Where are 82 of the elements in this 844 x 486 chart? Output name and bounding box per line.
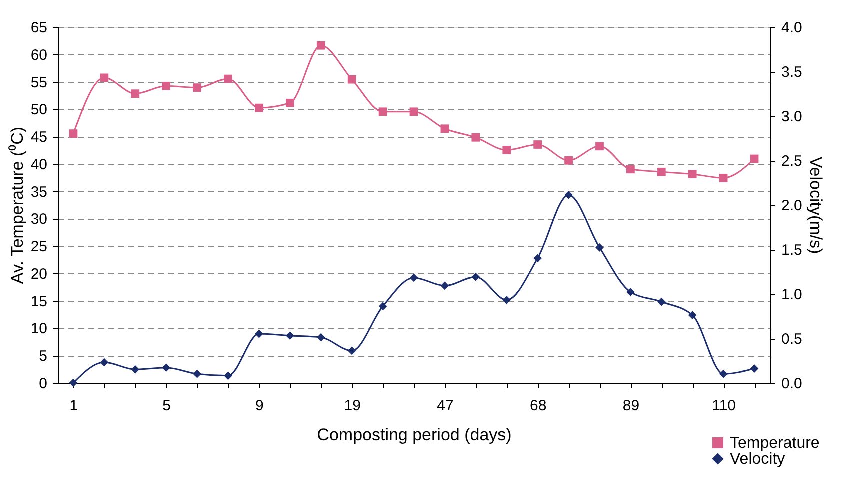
y-tick-label: 15	[30, 293, 48, 310]
y2-tick-label: 0.5	[782, 331, 802, 348]
legend-label: Temperature	[730, 435, 820, 452]
x-axis-title: Composting period (days)	[317, 426, 512, 444]
point	[69, 378, 78, 388]
point	[596, 244, 604, 252]
point	[502, 296, 512, 304]
y2-tick-label: 1.5	[782, 242, 802, 259]
legend-label: Velocity	[730, 451, 786, 468]
x-tick-label: 110	[712, 398, 736, 414]
point	[719, 174, 728, 182]
point	[348, 75, 356, 84]
point	[440, 282, 450, 290]
x-tick-label: 68	[530, 398, 547, 414]
x-tick-label: 1	[70, 398, 78, 414]
point	[378, 108, 388, 116]
point	[719, 370, 728, 378]
point	[626, 165, 635, 174]
y2-axis-title: Velocity(m/s)	[806, 156, 826, 254]
point	[472, 272, 480, 282]
y2-tick-label: 2.5	[782, 153, 802, 170]
point	[131, 365, 140, 374]
y-tick-label: 60	[30, 46, 48, 64]
y2-tick-label: 0.0	[782, 376, 802, 392]
x-tick-label: 89	[622, 398, 640, 414]
point	[69, 130, 78, 138]
point	[100, 358, 109, 367]
point	[688, 311, 697, 320]
point	[440, 124, 450, 134]
point	[502, 146, 512, 154]
point	[162, 364, 171, 372]
y-axis-title: Av. Temperature (⁰C)	[8, 126, 27, 284]
point	[534, 254, 542, 263]
point	[224, 74, 232, 84]
point	[657, 298, 666, 306]
point	[410, 274, 418, 282]
y2-tick-label: 3.5	[782, 64, 802, 81]
point	[286, 332, 294, 340]
y-tick-label: 25	[30, 238, 48, 256]
point	[626, 288, 635, 296]
y-tick-label: 5	[39, 348, 48, 366]
point	[657, 168, 666, 176]
point	[596, 142, 604, 151]
y-tick-label: 10	[30, 320, 48, 338]
y-tick-label: 40	[30, 156, 48, 174]
point	[131, 90, 140, 98]
point	[378, 302, 388, 311]
y-tick-label: 20	[30, 266, 48, 283]
y-tick-label: 50	[30, 102, 48, 119]
point	[286, 98, 294, 108]
y-tick-label: 30	[30, 211, 48, 228]
point	[255, 330, 264, 338]
point	[750, 364, 759, 373]
point	[255, 104, 264, 112]
x-tick-label: 19	[344, 398, 361, 414]
point	[162, 82, 171, 90]
point	[193, 84, 202, 92]
point	[472, 133, 480, 142]
x-tick-label: 9	[256, 398, 264, 414]
y-tick-label: 55	[30, 74, 48, 92]
point	[348, 346, 356, 356]
y-tick-label: 0	[39, 376, 48, 392]
y2-tick-label: 3.0	[782, 108, 802, 126]
x-tick-label: 5	[162, 398, 172, 414]
y2-tick-label: 1.0	[782, 286, 802, 304]
y2-tick-label: 2.0	[782, 198, 802, 214]
point	[224, 372, 232, 380]
point	[688, 170, 697, 179]
point	[564, 191, 573, 200]
x-tick-label: 47	[437, 398, 454, 414]
point	[564, 156, 573, 165]
point	[316, 333, 326, 342]
point	[193, 370, 202, 378]
point	[750, 154, 759, 164]
point	[100, 74, 109, 82]
point	[316, 41, 326, 50]
y-tick-label: 35	[30, 184, 48, 201]
y2-tick-label: 4.0	[782, 20, 802, 36]
y-tick-label: 45	[30, 129, 48, 146]
point	[534, 140, 542, 149]
y-tick-label: 65	[30, 20, 48, 36]
point	[410, 108, 418, 116]
